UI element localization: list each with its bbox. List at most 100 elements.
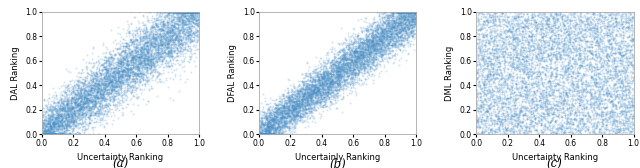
Point	[573, 102, 584, 105]
Point	[38, 133, 49, 136]
Point	[68, 84, 79, 87]
Point	[563, 70, 573, 73]
Point	[173, 10, 184, 13]
Point	[59, 133, 69, 136]
Point	[355, 48, 365, 51]
Point	[570, 60, 580, 63]
Point	[106, 81, 116, 83]
Point	[513, 40, 523, 43]
Point	[333, 67, 344, 70]
Point	[281, 103, 291, 106]
Point	[300, 104, 310, 107]
Point	[104, 83, 115, 86]
Point	[394, 35, 404, 38]
Point	[385, 38, 395, 41]
Point	[476, 88, 486, 90]
Point	[536, 97, 546, 100]
Point	[563, 33, 573, 35]
Point	[558, 49, 568, 51]
Point	[151, 17, 161, 19]
Point	[95, 84, 106, 87]
Point	[493, 24, 503, 27]
Point	[479, 81, 490, 84]
Point	[587, 27, 597, 30]
Point	[276, 133, 287, 136]
Point	[295, 110, 305, 113]
Point	[81, 96, 92, 99]
Point	[604, 33, 614, 36]
Point	[477, 127, 488, 130]
Point	[48, 124, 58, 127]
Point	[407, 35, 417, 38]
Point	[532, 83, 543, 85]
Point	[117, 69, 127, 72]
Point	[156, 43, 166, 46]
Point	[109, 81, 120, 84]
Point	[280, 99, 291, 102]
Point	[150, 45, 160, 48]
Point	[291, 122, 301, 125]
Point	[87, 105, 97, 108]
Point	[343, 67, 353, 70]
Point	[376, 27, 387, 29]
Point	[619, 123, 629, 126]
Point	[335, 68, 345, 71]
Point	[307, 81, 317, 83]
Point	[492, 29, 502, 31]
Point	[137, 63, 147, 66]
Point	[524, 35, 534, 38]
Point	[97, 78, 107, 81]
Point	[596, 47, 607, 50]
Point	[354, 44, 364, 46]
Point	[349, 50, 360, 53]
Point	[81, 95, 91, 97]
Point	[622, 45, 632, 48]
Point	[319, 104, 329, 106]
Point	[188, 11, 198, 13]
Point	[539, 12, 549, 14]
Point	[538, 46, 548, 49]
Point	[151, 68, 161, 71]
Point	[371, 34, 381, 36]
Point	[308, 89, 319, 91]
Point	[487, 114, 497, 117]
Point	[405, 10, 415, 13]
Point	[351, 45, 362, 47]
Point	[500, 53, 511, 55]
Point	[132, 77, 142, 80]
Point	[109, 77, 120, 80]
Point	[275, 112, 285, 114]
Point	[388, 14, 398, 17]
Point	[607, 48, 618, 51]
Point	[367, 47, 378, 49]
Point	[577, 28, 588, 30]
Point	[622, 111, 632, 114]
Point	[65, 133, 76, 136]
Point	[114, 61, 124, 64]
Point	[545, 114, 555, 117]
Point	[40, 133, 50, 136]
Point	[161, 39, 172, 41]
Point	[390, 23, 401, 25]
Point	[360, 47, 370, 50]
Point	[164, 35, 174, 38]
Point	[163, 44, 173, 47]
Point	[409, 10, 419, 13]
Point	[350, 73, 360, 76]
Point	[513, 53, 524, 56]
Point	[531, 109, 541, 111]
Point	[558, 93, 568, 96]
Point	[500, 50, 510, 53]
Point	[608, 111, 618, 114]
Point	[404, 10, 415, 13]
Point	[589, 100, 600, 102]
Point	[591, 70, 601, 73]
Point	[509, 66, 519, 69]
Point	[342, 58, 352, 60]
Point	[136, 49, 147, 52]
Point	[372, 30, 383, 33]
Point	[166, 19, 177, 22]
Point	[83, 89, 93, 92]
Point	[626, 38, 636, 41]
Point	[36, 133, 47, 136]
